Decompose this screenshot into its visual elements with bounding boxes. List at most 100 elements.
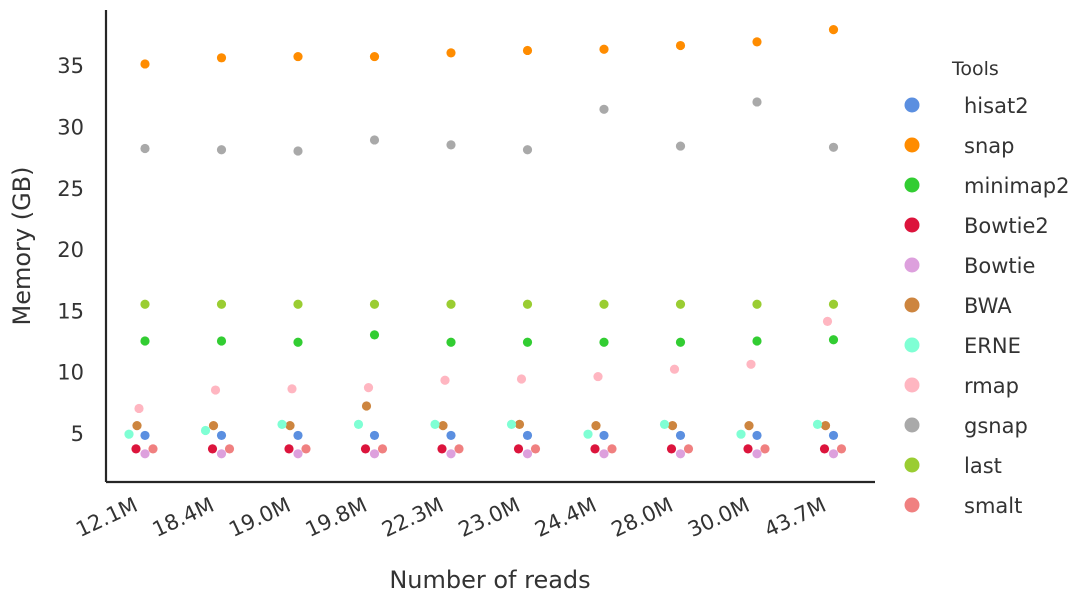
y-axis-title: Memory (GB): [8, 166, 36, 325]
data-point-smalt: [836, 444, 847, 454]
x-tick-label: 22.3M: [378, 493, 447, 542]
x-tick-label: 28.0M: [608, 493, 677, 542]
data-point-minimap2: [828, 335, 839, 345]
data-point-erne: [812, 419, 823, 429]
data-point-smalt: [454, 444, 464, 454]
data-point-snap: [216, 53, 227, 63]
data-point-erne: [506, 419, 517, 429]
legend-title: Tools: [951, 58, 999, 80]
data-point-hisat2: [522, 430, 533, 441]
y-tick-labels: 5 10 15 20 25 30 35: [57, 54, 84, 446]
data-point-bowtie2: [207, 444, 218, 454]
data-point-gsnap: [675, 141, 686, 151]
data-point-bwa: [820, 421, 831, 431]
data-point-smalt: [530, 444, 541, 454]
data-point-bowtie: [675, 449, 686, 459]
data-point-bwa: [667, 421, 678, 431]
data-point-snap: [369, 51, 380, 62]
data-point-minimap2: [752, 336, 762, 346]
data-point-minimap2: [675, 337, 686, 347]
axes: [104, 10, 875, 484]
data-point-bowtie: [522, 449, 533, 459]
data-point-bowtie: [293, 449, 303, 459]
data-point-bowtie2: [743, 444, 753, 454]
x-tick-label: 43.7M: [761, 493, 830, 542]
legend-marker-gsnap: [904, 417, 920, 433]
data-point-snap: [140, 59, 150, 69]
data-point-rmap: [746, 359, 756, 369]
legend-marker-hisat2: [904, 97, 920, 113]
data-point-hisat2: [599, 430, 609, 441]
data-point-minimap2: [140, 336, 150, 346]
data-point-bwa: [514, 419, 525, 429]
data-point-snap: [752, 37, 762, 47]
data-point-gsnap: [752, 97, 762, 107]
data-point-last: [140, 299, 150, 309]
data-point-last: [599, 299, 609, 309]
data-point-erne: [430, 419, 440, 429]
data-point-gsnap: [369, 135, 380, 145]
data-point-bowtie2: [437, 444, 447, 454]
data-point-bwa: [208, 421, 219, 431]
data-point-last: [675, 299, 686, 309]
data-point-gsnap: [140, 143, 150, 154]
data-point-rmap: [822, 316, 833, 326]
legend-label-bowtie: Bowtie: [964, 254, 1035, 278]
data-point-last: [369, 299, 380, 309]
data-point-smalt: [760, 444, 770, 454]
data-point-last: [522, 299, 533, 309]
data-point-smalt: [148, 444, 158, 454]
data-point-erne: [353, 419, 364, 429]
data-point-last: [828, 299, 839, 309]
data-point-rmap: [287, 384, 297, 394]
legend-marker-snap: [904, 137, 920, 153]
legend-marker-bowtie2: [904, 217, 920, 233]
data-point-rmap: [210, 385, 221, 395]
legend-label-hisat2: hisat2: [964, 94, 1029, 118]
data-point-erne: [736, 429, 746, 439]
data-point-bwa: [132, 421, 142, 431]
data-point-smalt: [377, 444, 388, 454]
data-point-rmap: [516, 374, 527, 384]
legend-marker-erne: [904, 337, 920, 353]
x-tick-label: 12.1M: [72, 493, 141, 542]
data-point-bowtie: [216, 449, 227, 459]
data-point-smalt: [224, 444, 235, 454]
data-point-gsnap: [216, 145, 227, 155]
data-point-snap: [675, 40, 686, 51]
data-point-bowtie: [828, 449, 839, 459]
legend-marker-bwa: [904, 297, 920, 313]
legend-label-erne: ERNE: [964, 334, 1021, 358]
data-point-snap: [522, 45, 533, 56]
data-point-minimap2: [369, 330, 380, 340]
y-tick-label: 5: [71, 422, 84, 446]
data-point-erne: [124, 429, 134, 439]
data-point-snap: [293, 51, 303, 62]
data-point-last: [293, 299, 303, 309]
data-point-bowtie: [446, 449, 456, 459]
y-tick-label: 30: [57, 115, 84, 139]
data-point-bowtie: [752, 449, 762, 459]
data-point-bwa: [591, 421, 601, 431]
data-point-erne: [277, 419, 287, 429]
x-tick-label: 18.4M: [149, 493, 218, 542]
data-point-gsnap: [522, 145, 533, 155]
data-point-hisat2: [446, 430, 456, 441]
data-point-minimap2: [216, 336, 227, 346]
data-point-minimap2: [293, 337, 303, 347]
data-point-last: [446, 299, 456, 309]
data-point-last: [216, 299, 227, 309]
legend-label-gsnap: gsnap: [964, 414, 1028, 438]
data-points: [124, 25, 847, 459]
legend-marker-smalt: [904, 497, 920, 513]
x-tick-label: 30.0M: [684, 493, 753, 542]
legend: Tools hisat2 snap minimap2 Bowtie2 Bowtie BWA…: [904, 58, 1069, 518]
y-tick-label: 35: [57, 54, 84, 78]
data-point-gsnap: [446, 140, 456, 150]
data-point-bwa: [285, 421, 295, 431]
data-point-hisat2: [216, 430, 227, 441]
data-point-erne: [583, 429, 593, 439]
x-tick-label: 19.8M: [302, 493, 371, 542]
